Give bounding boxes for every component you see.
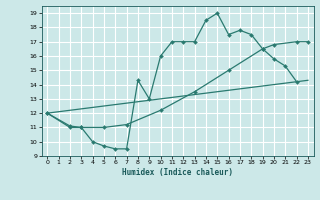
- X-axis label: Humidex (Indice chaleur): Humidex (Indice chaleur): [122, 168, 233, 177]
